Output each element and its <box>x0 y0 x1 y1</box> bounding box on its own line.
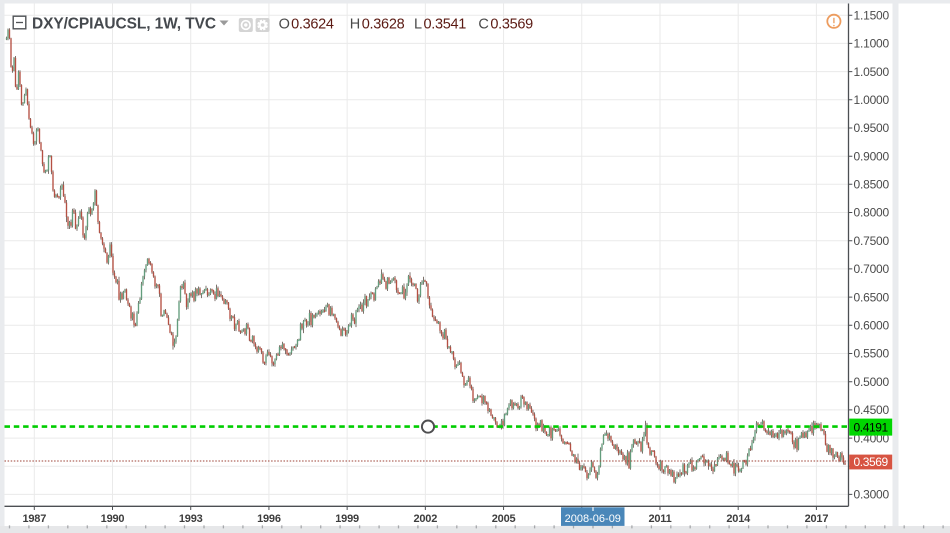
svg-text:0.9500: 0.9500 <box>854 121 890 135</box>
svg-text:0.5000: 0.5000 <box>854 375 890 389</box>
svg-text:0.4191: 0.4191 <box>854 421 889 435</box>
svg-text:0.4500: 0.4500 <box>854 403 890 417</box>
svg-text:O: O <box>279 17 290 33</box>
svg-text:0.3569: 0.3569 <box>854 455 889 469</box>
svg-text:2011: 2011 <box>648 513 671 525</box>
svg-text:2017: 2017 <box>805 513 829 525</box>
svg-text:1.1500: 1.1500 <box>854 8 890 22</box>
svg-text:1.1000: 1.1000 <box>854 37 890 51</box>
svg-text:0.7000: 0.7000 <box>854 262 890 276</box>
svg-text:0.6500: 0.6500 <box>854 290 890 304</box>
svg-text:C: C <box>478 17 488 33</box>
svg-text:0.5500: 0.5500 <box>854 347 890 361</box>
svg-text:0.9000: 0.9000 <box>854 149 890 163</box>
svg-text:1990: 1990 <box>101 513 125 525</box>
svg-text:0.3628: 0.3628 <box>362 17 405 33</box>
svg-text:0.3624: 0.3624 <box>291 17 334 33</box>
svg-text:2005: 2005 <box>492 513 516 525</box>
svg-text:H: H <box>350 17 360 33</box>
svg-text:1.0000: 1.0000 <box>854 93 890 107</box>
svg-text:2008-06-09: 2008-06-09 <box>565 513 621 525</box>
svg-text:0.3541: 0.3541 <box>424 17 467 33</box>
svg-text:0.3000: 0.3000 <box>854 488 890 502</box>
svg-text:2014: 2014 <box>726 513 751 525</box>
svg-text:0.6000: 0.6000 <box>854 319 890 333</box>
svg-text:0.3569: 0.3569 <box>490 17 533 33</box>
svg-text:0.8500: 0.8500 <box>854 178 890 192</box>
svg-text:1.0500: 1.0500 <box>854 65 890 79</box>
svg-text:0.7500: 0.7500 <box>854 234 890 248</box>
svg-text:DXY/CPIAUCSL, 1W, TVC: DXY/CPIAUCSL, 1W, TVC <box>32 16 216 33</box>
svg-text:L: L <box>414 17 422 33</box>
svg-text:1996: 1996 <box>257 513 281 525</box>
svg-text:1993: 1993 <box>179 513 203 525</box>
svg-text:1999: 1999 <box>335 513 359 525</box>
svg-text:0.8000: 0.8000 <box>854 206 890 220</box>
svg-text:2002: 2002 <box>413 513 437 525</box>
svg-text:1987: 1987 <box>22 513 46 525</box>
